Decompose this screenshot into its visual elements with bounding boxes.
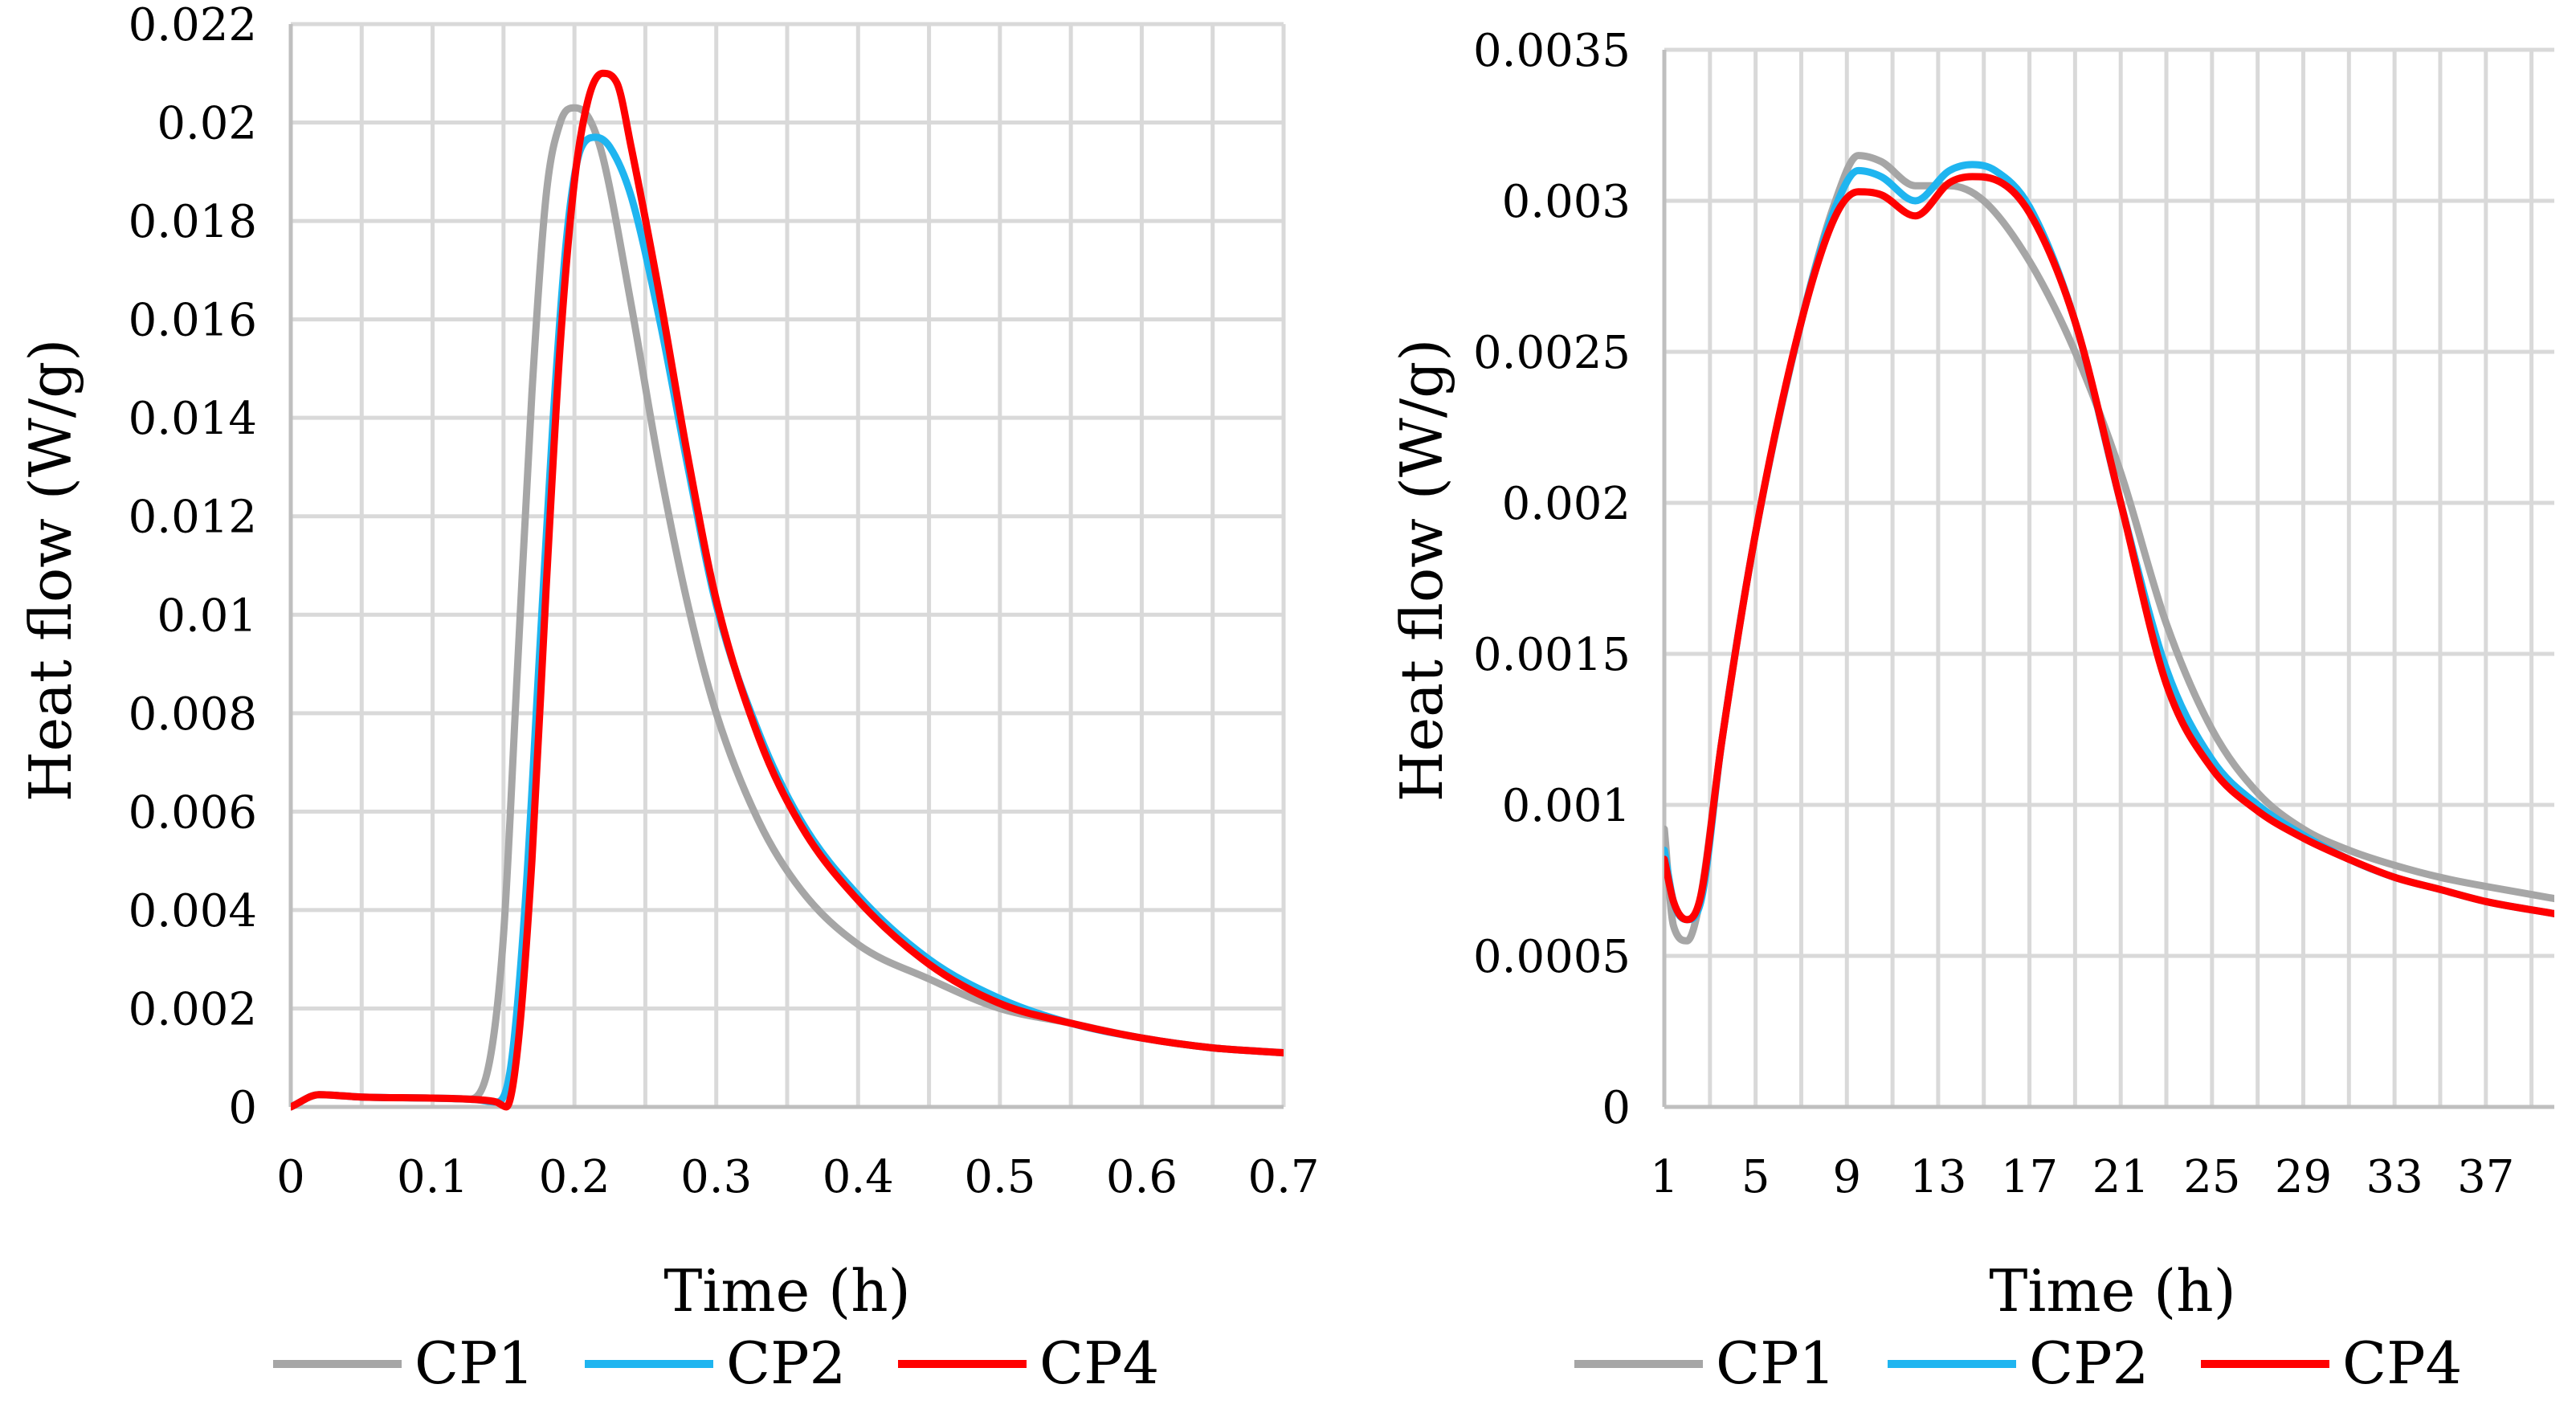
series-line-cp1 xyxy=(291,104,1284,1111)
grid-right xyxy=(1664,47,2554,1107)
y-axis-title-right: Heat flow (W/g) xyxy=(1388,339,1455,802)
chart-left: 0 0.002 0.004 0.006 0.008 0.01 0.012 0.014 0.016… xyxy=(17,0,1320,1397)
x-tick-label: 25 xyxy=(2183,1151,2240,1203)
x-tick-label: 0 xyxy=(276,1151,305,1203)
x-axis-title-left: Time (h) xyxy=(663,1257,910,1325)
y-tick-label: 0.012 xyxy=(129,492,257,544)
series-line-cp4 xyxy=(1664,173,2554,924)
axes-right xyxy=(1662,50,2554,1109)
chart-right: 0 0.0005 0.001 0.0015 0.002 0.0025 0.003 0.0035… xyxy=(1388,25,2554,1397)
x-tick-label: 0.4 xyxy=(823,1151,894,1203)
y-tick-label: 0.002 xyxy=(129,983,257,1035)
y-tick-label: 0.008 xyxy=(129,688,257,741)
x-tick-label: 0.5 xyxy=(964,1151,1035,1203)
x-tick-label: 0.6 xyxy=(1106,1151,1178,1203)
y-tick-label: 0.02 xyxy=(157,98,257,150)
series-line-cp1 xyxy=(1664,152,2554,945)
x-tick-label: 17 xyxy=(2001,1151,2058,1203)
y-tick-label: 0.0025 xyxy=(1473,327,1631,379)
y-tick-label: 0.022 xyxy=(129,0,257,51)
y-tick-label: 0.003 xyxy=(1502,176,1631,228)
y-ticks-left: 0 0.002 0.004 0.006 0.008 0.01 0.012 0.014 0.016… xyxy=(129,0,257,1134)
legend-label-cp2: CP2 xyxy=(2029,1329,2149,1397)
legend-right: CP1 CP2 CP4 xyxy=(1574,1329,2462,1397)
series-left xyxy=(291,69,1284,1111)
y-tick-label: 0.014 xyxy=(129,393,257,445)
y-tick-label: 0.001 xyxy=(1502,780,1631,832)
y-tick-label: 0.0015 xyxy=(1473,629,1631,681)
x-tick-label: 13 xyxy=(1909,1151,1966,1203)
legend-label-cp1: CP1 xyxy=(1716,1329,1835,1397)
x-ticks-left: 0 0.1 0.2 0.3 0.4 0.5 0.6 0.7 xyxy=(276,1151,1319,1203)
y-tick-label: 0 xyxy=(1602,1082,1631,1134)
legend-label-cp4: CP4 xyxy=(2342,1329,2462,1397)
x-tick-label: 0.2 xyxy=(539,1151,610,1203)
y-tick-label: 0.002 xyxy=(1502,478,1631,530)
y-tick-label: 0.016 xyxy=(129,295,257,347)
x-tick-label: 37 xyxy=(2457,1151,2514,1203)
x-tick-label: 21 xyxy=(2092,1151,2149,1203)
x-tick-label: 0.3 xyxy=(680,1151,752,1203)
y-ticks-right: 0 0.0005 0.001 0.0015 0.002 0.0025 0.003 0.0035 xyxy=(1473,25,1631,1134)
series-line-cp4 xyxy=(291,69,1284,1111)
y-tick-label: 0.006 xyxy=(129,786,257,839)
y-tick-label: 0 xyxy=(228,1082,257,1134)
series-line-cp2 xyxy=(291,133,1284,1111)
y-tick-label: 0.0005 xyxy=(1473,931,1631,983)
x-tick-label: 0.1 xyxy=(397,1151,468,1203)
legend-label-cp2: CP2 xyxy=(726,1329,846,1397)
x-ticks-right: 1 5 9 13 17 21 25 29 33 37 xyxy=(1650,1151,2514,1203)
x-tick-label: 0.7 xyxy=(1247,1151,1319,1203)
y-axis-title-left: Heat flow (W/g) xyxy=(17,339,84,802)
legend-label-cp1: CP1 xyxy=(414,1329,534,1397)
series-right xyxy=(1664,152,2554,945)
y-tick-label: 0.004 xyxy=(129,885,257,937)
legend-left: CP1 CP2 CP4 xyxy=(273,1329,1159,1397)
x-tick-label: 29 xyxy=(2275,1151,2332,1203)
x-tick-label: 33 xyxy=(2366,1151,2423,1203)
legend-label-cp4: CP4 xyxy=(1039,1329,1159,1397)
y-tick-label: 0.018 xyxy=(129,196,257,248)
y-tick-label: 0.01 xyxy=(157,590,257,642)
y-tick-label: 0.0035 xyxy=(1473,25,1631,77)
x-axis-title-right: Time (h) xyxy=(1989,1257,2235,1325)
grid-left xyxy=(291,22,1286,1107)
x-tick-label: 5 xyxy=(1741,1151,1770,1203)
axes-left xyxy=(288,24,1284,1109)
x-tick-label: 1 xyxy=(1650,1151,1679,1203)
x-tick-label: 9 xyxy=(1832,1151,1861,1203)
